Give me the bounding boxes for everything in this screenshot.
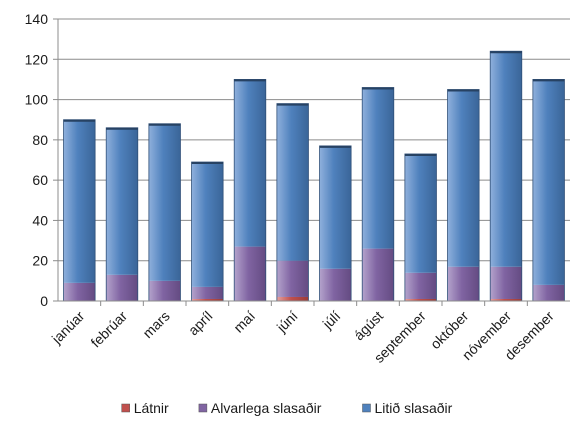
legend-swatch	[121, 403, 130, 413]
bar-segment	[148, 280, 181, 301]
legend: Látnir Alvarlega slasaðir Litið slasaðir	[121, 400, 453, 416]
bar-segment	[106, 127, 138, 275]
bar-segment	[490, 51, 522, 267]
bars	[63, 50, 565, 302]
legend-swatch	[198, 403, 208, 413]
axes	[53, 18, 570, 306]
bar-segment	[63, 282, 96, 301]
y-tick-label: 80	[32, 132, 48, 148]
bar-segment	[63, 119, 96, 283]
bar-segment	[234, 246, 266, 301]
bar-segment	[532, 79, 565, 285]
legend-label: Alvarlega slasaðir	[211, 400, 322, 416]
bar-segment	[362, 248, 394, 301]
bar-segment	[447, 266, 480, 301]
y-tick-label: 140	[25, 11, 49, 27]
y-tick-label: 0	[40, 293, 48, 309]
legend-label: Látnir	[134, 400, 169, 416]
bar-segment	[490, 298, 522, 301]
x-tick-label: júlí	[319, 308, 344, 333]
y-tick-label: 60	[32, 172, 48, 188]
bar-segment	[319, 145, 352, 269]
bar-segment	[148, 123, 181, 281]
bar-segment	[447, 89, 480, 267]
x-tick-label: mars	[139, 308, 172, 341]
bar-segment	[404, 272, 437, 299]
legend-swatch	[362, 403, 371, 413]
bar-segment	[276, 260, 309, 297]
x-tick-label: júní	[273, 308, 301, 336]
bar-segment	[404, 298, 437, 301]
legend-label: Litið slasaðir	[375, 400, 453, 416]
y-tick-labels: 0 20 40 60 80 100 120 140	[25, 11, 49, 309]
bar-segment	[234, 79, 266, 247]
x-tick-label: ágúst	[351, 308, 387, 344]
gridlines	[58, 18, 570, 262]
bar-segment	[404, 153, 437, 273]
bar-segment	[106, 274, 138, 301]
y-tick-label: 20	[32, 253, 48, 269]
x-tick-label: apríl	[185, 308, 216, 339]
y-tick-label: 120	[25, 51, 49, 67]
bar-segment	[532, 284, 565, 301]
x-tick-labels: janúar febrúar mars apríl maí júní júlí ágústse…	[48, 308, 557, 366]
x-tick-label: maí	[230, 308, 258, 336]
y-tick-label: 40	[32, 212, 48, 228]
bar-segment	[490, 266, 522, 299]
bar-segment	[276, 296, 309, 301]
bar-segment	[319, 268, 352, 301]
bar-segment	[191, 286, 224, 299]
bar-segment	[191, 162, 224, 287]
bar-segment	[276, 103, 309, 261]
x-tick-label: febrúar	[87, 308, 130, 351]
bar-segment	[191, 298, 224, 301]
x-tick-label: janúar	[48, 308, 88, 348]
y-tick-label: 100	[25, 92, 49, 108]
bar-segment	[362, 87, 394, 249]
